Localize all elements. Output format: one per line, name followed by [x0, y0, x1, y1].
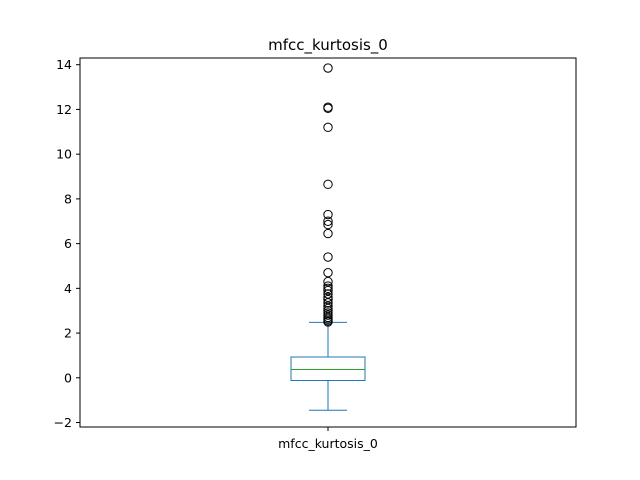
outlier-point [323, 312, 333, 323]
outlier-point [323, 216, 333, 226]
outlier-point [323, 276, 333, 287]
plot-area [290, 63, 366, 411]
axes-frame [79, 57, 577, 428]
outlier-point [323, 179, 333, 190]
y-tick-label: 10 [56, 147, 72, 162]
x-tick-label: mfcc_kurtosis_0 [278, 436, 378, 451]
y-tick-label: −2 [54, 415, 72, 430]
iqr-box [290, 356, 366, 381]
y-tick-label: 0 [64, 370, 72, 385]
outlier-point [323, 228, 333, 239]
outlier-point [323, 308, 333, 318]
outlier-point [323, 63, 333, 73]
outlier-point [323, 298, 333, 308]
y-tick-label: 14 [56, 57, 72, 72]
outlier-point [323, 209, 333, 220]
outlier-point [323, 301, 333, 311]
y-tick-label: 12 [56, 102, 72, 117]
outlier-point [323, 283, 333, 294]
outlier-point [323, 285, 333, 296]
outlier-point [323, 102, 333, 112]
outlier-point [323, 310, 333, 320]
outlier-point [323, 303, 333, 314]
outlier-point [323, 292, 333, 302]
outlier-point [323, 252, 333, 262]
chart-title: mfcc_kurtosis_0 [268, 36, 388, 55]
y-tick-label: 2 [64, 326, 72, 341]
y-tick-label: 8 [64, 191, 72, 206]
outlier-point [323, 219, 333, 230]
outlier-point [323, 306, 333, 316]
outlier-point [323, 281, 333, 291]
y-tick-label: 6 [64, 236, 72, 251]
outlier-point [323, 122, 333, 133]
x-axis: mfcc_kurtosis_0 [278, 427, 378, 451]
outlier-point [323, 267, 333, 278]
y-axis: −2 0 2 4 6 8 10 12 14 [54, 57, 80, 430]
outlier-point [323, 294, 333, 305]
y-tick-label: 4 [64, 281, 72, 296]
outlier-point [323, 289, 333, 299]
